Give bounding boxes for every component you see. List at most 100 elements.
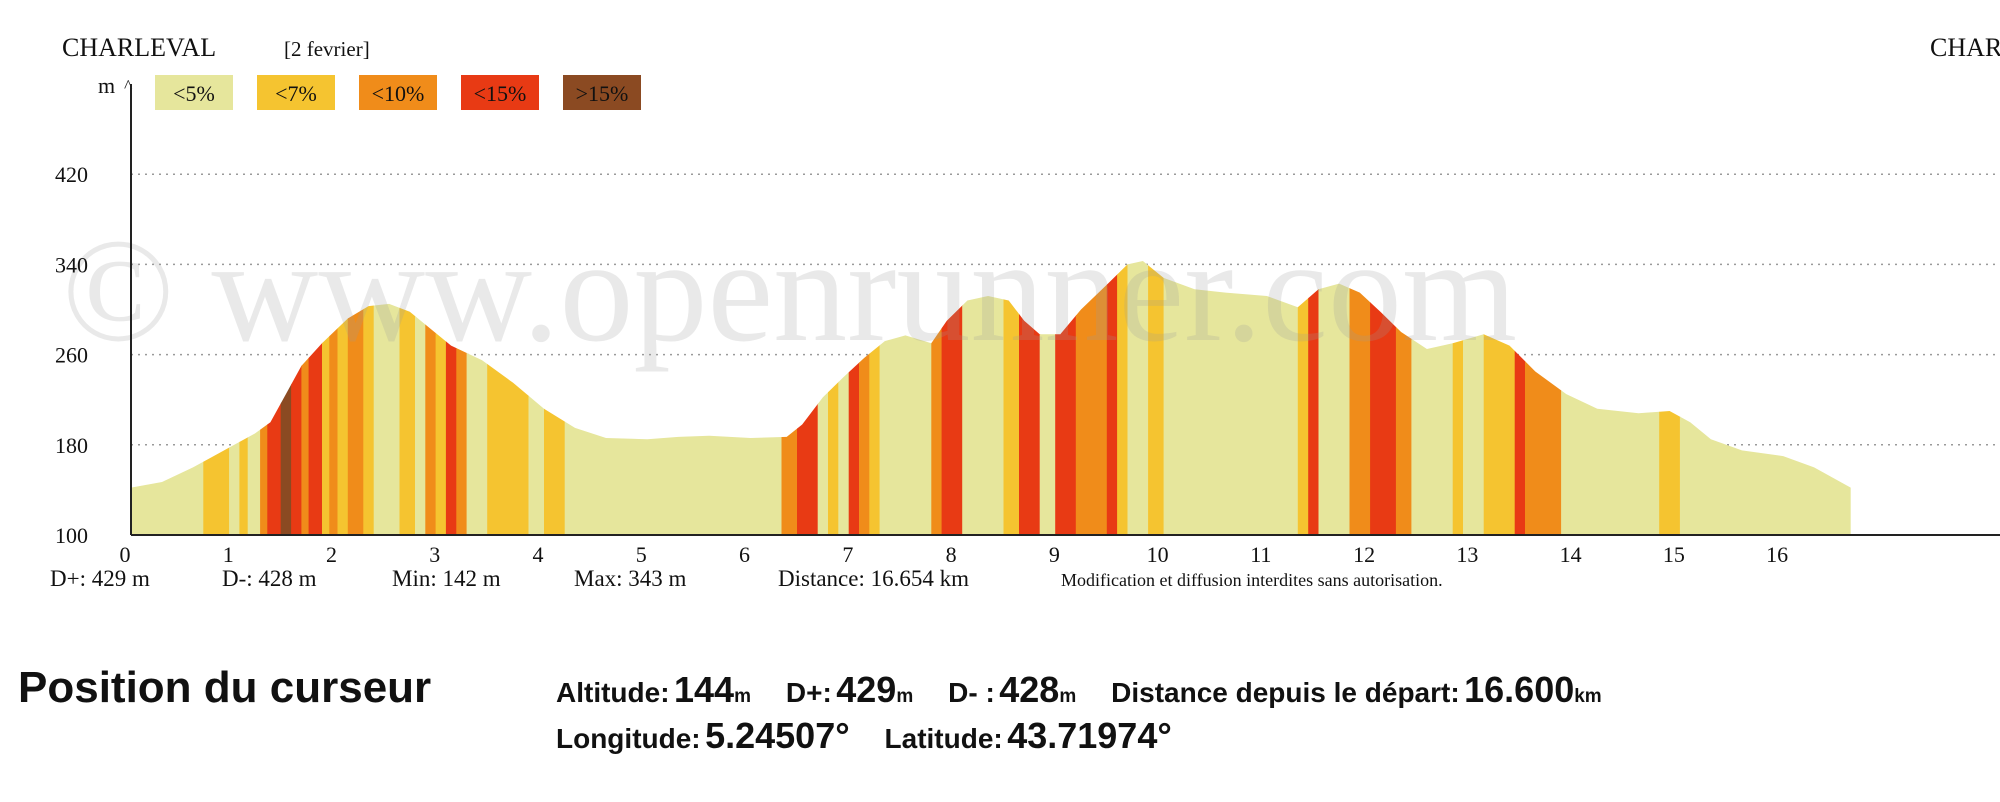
grade-segment-9	[301, 261, 310, 535]
grade-segment-17	[399, 261, 416, 535]
grade-legend: <5% <7% <10% <15% >15%	[155, 75, 641, 110]
legend-label-3: <15%	[474, 81, 527, 106]
grade-segment-21	[445, 261, 457, 535]
copyright-notice: Modification et diffusion interdites san…	[1061, 570, 1443, 590]
longitude-value: 5.24507°	[705, 715, 850, 756]
grade-segment-34	[859, 261, 870, 535]
x-tick-13: 13	[1456, 542, 1478, 567]
dminus-label: D- :	[948, 677, 995, 708]
x-tick-8: 8	[946, 542, 957, 567]
grade-segment-39	[962, 261, 1005, 535]
grade-segment-31	[828, 261, 839, 535]
legend-swatch-0	[155, 75, 233, 110]
stat-max: Max: 343 m	[574, 566, 687, 591]
end-town-label: CHAR	[1930, 33, 2000, 62]
x-tick-2: 2	[326, 542, 337, 567]
x-tick-16: 16	[1766, 542, 1788, 567]
latitude-label: Latitude:	[884, 723, 1003, 754]
grade-segment-61	[1525, 261, 1562, 535]
x-tick-4: 4	[533, 542, 544, 567]
grade-segment-13	[337, 261, 349, 535]
x-tick-6: 6	[739, 542, 750, 567]
legend-swatch-2	[359, 75, 437, 110]
grade-segment-20	[435, 261, 447, 535]
grade-segment-48	[1148, 261, 1165, 535]
distance-unit: km	[1574, 686, 1602, 707]
legend-swatch-4	[563, 75, 641, 110]
y-tick-340: 340	[55, 252, 88, 277]
dminus-value: 428	[999, 669, 1060, 710]
dminus-unit: m	[1059, 686, 1077, 707]
dplus-value: 429	[836, 669, 897, 710]
grade-segment-45	[1106, 261, 1118, 535]
x-tick-12: 12	[1353, 542, 1375, 567]
grade-segment-52	[1318, 261, 1351, 535]
grade-segment-8	[291, 261, 302, 535]
altitude-unit: m	[734, 686, 751, 707]
legend-label-4: >15%	[576, 81, 629, 106]
start-town-label: CHARLEVAL	[62, 33, 216, 62]
x-tick-10: 10	[1147, 542, 1169, 567]
grade-segment-46	[1117, 261, 1128, 535]
grade-segment-40	[1003, 261, 1020, 535]
altitude-label: Altitude:	[556, 677, 670, 708]
grade-segment-51	[1308, 261, 1320, 535]
altitude-value: 144	[673, 669, 735, 710]
longitude-label: Longitude:	[556, 723, 701, 754]
cursor-position-panel: Position du curseur Altitude: 144m D+: 4…	[0, 655, 2000, 795]
x-tick-labels: 0 1 2 3 4 5 6 7 8 9 10 11 12 13 14 15 16	[120, 542, 1789, 567]
y-tick-260: 260	[55, 343, 88, 368]
stat-distance: Distance: 16.654 km	[778, 566, 969, 591]
x-tick-14: 14	[1560, 542, 1582, 567]
dplus-unit: m	[896, 686, 914, 707]
date-label: [2 fevrier]	[284, 37, 370, 61]
grade-segment-12	[329, 261, 339, 535]
grade-segment-22	[456, 261, 468, 535]
grade-segment-30	[817, 261, 829, 535]
y-axis-arrow: ^	[124, 76, 133, 96]
y-tick-labels: 100 180 260 340 420	[55, 162, 88, 548]
watermark: © www.openrunner.com	[62, 209, 1517, 373]
grade-segment-18	[415, 261, 426, 535]
stat-d-minus: D-: 428 m	[222, 566, 317, 591]
x-tick-0: 0	[120, 542, 131, 567]
x-tick-15: 15	[1663, 542, 1685, 567]
grade-segment-15	[363, 261, 375, 535]
x-tick-9: 9	[1049, 542, 1060, 567]
x-tick-5: 5	[636, 542, 647, 567]
cursor-panel-title: Position du curseur	[18, 663, 432, 712]
grade-segment-32	[838, 261, 850, 535]
legend-label-1: <7%	[275, 81, 317, 106]
y-tick-420: 420	[55, 162, 88, 187]
grade-segment-35	[869, 261, 881, 535]
grade-segment-16	[373, 261, 401, 535]
grade-segment-11	[322, 261, 330, 535]
legend-swatch-3	[461, 75, 539, 110]
grade-segment-33	[848, 261, 860, 535]
grade-segment-47	[1127, 261, 1149, 535]
legend-label-0: <5%	[173, 81, 215, 106]
x-tick-3: 3	[429, 542, 440, 567]
grade-segment-60	[1514, 261, 1526, 535]
grade-segment-64	[1679, 261, 1851, 535]
legend-label-2: <10%	[372, 81, 425, 106]
cursor-row-1: Altitude: 144m D+: 429m D- : 428m Distan…	[556, 669, 1602, 711]
grade-segment-7	[280, 261, 292, 535]
latitude-value: 43.71974°	[1007, 715, 1172, 756]
grade-segment-62	[1561, 261, 1660, 535]
grade-segment-14	[347, 261, 364, 535]
y-tick-180: 180	[55, 433, 88, 458]
grade-segment-50	[1297, 261, 1309, 535]
y-tick-100: 100	[55, 523, 88, 548]
grade-segment-19	[425, 261, 437, 535]
elevation-chart[interactable]: CHARLEVAL [2 fevrier] CHAR m <5% <7% <10% <…	[0, 0, 2000, 655]
grade-segment-49	[1163, 261, 1299, 535]
x-tick-11: 11	[1250, 542, 1271, 567]
legend-swatch-1	[257, 75, 335, 110]
stat-d-plus: D+: 429 m	[50, 566, 150, 591]
cursor-row-2: Longitude: 5.24507° Latitude: 43.71974°	[556, 715, 1172, 757]
distance-value: 16.600	[1464, 669, 1575, 710]
x-tick-1: 1	[223, 542, 234, 567]
stat-min: Min: 142 m	[392, 566, 501, 591]
grade-segment-38	[941, 261, 963, 535]
